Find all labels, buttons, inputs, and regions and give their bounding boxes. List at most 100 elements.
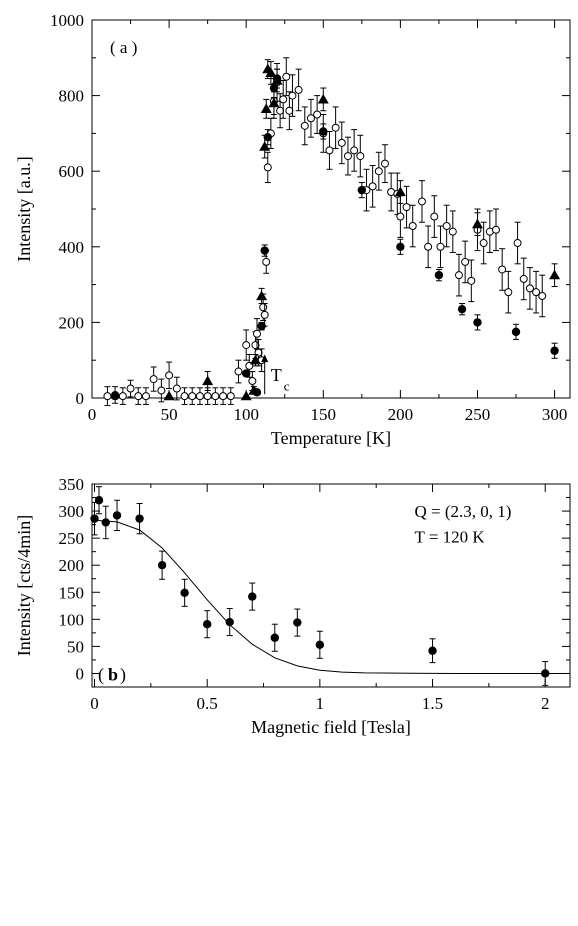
data-point-filled-circle	[293, 618, 302, 627]
data-point-filled-triangle	[202, 375, 214, 386]
data-point-filled-circle	[257, 321, 266, 331]
data-point-open-circle	[252, 329, 261, 338]
y-tick-label: 1000	[50, 11, 84, 30]
data-point-filled-triangle	[256, 290, 268, 301]
x-tick-label: 2	[541, 694, 550, 713]
data-point-open-circle	[313, 110, 322, 119]
data-point-open-circle	[248, 376, 257, 385]
data-point-open-circle	[396, 212, 405, 221]
data-point-open-circle	[306, 114, 315, 123]
data-point-filled-circle	[457, 304, 467, 314]
data-point-open-circle	[226, 392, 235, 401]
y-tick-label: 600	[59, 162, 85, 181]
data-point-filled-circle	[315, 640, 325, 649]
data-point-filled-triangle	[265, 67, 277, 78]
series-open-circle	[103, 57, 547, 407]
data-point-filled-triangle	[268, 97, 280, 108]
data-point-open-circle	[519, 274, 528, 283]
data-point-filled-circle	[396, 242, 405, 251]
data-point-open-circle	[331, 123, 340, 132]
y-tick-label: 50	[67, 637, 84, 656]
data-point-open-circle	[461, 257, 470, 266]
data-point-filled-circle	[110, 391, 120, 401]
data-point-filled-circle	[94, 496, 104, 505]
annotation-t: T = 120 K	[415, 528, 486, 547]
panel-label: ( a )	[110, 38, 137, 57]
data-point-open-circle	[454, 271, 463, 280]
data-point-filled-triangle	[317, 93, 329, 104]
data-point-open-circle	[141, 392, 150, 401]
data-point-open-circle	[525, 284, 534, 293]
data-point-open-circle	[300, 121, 309, 130]
data-point-filled-triangle	[549, 269, 561, 280]
data-point-open-circle	[262, 257, 271, 266]
data-point-open-circle	[259, 303, 268, 312]
data-point-open-circle	[491, 225, 500, 234]
data-point-open-circle	[538, 291, 547, 300]
data-point-open-circle	[134, 392, 143, 401]
data-point-open-circle	[442, 222, 451, 231]
data-point-filled-triangle	[271, 74, 283, 85]
data-point-open-circle	[479, 239, 488, 248]
panel-a: 0 50 100 150 200 250 300 0 200 400 600 800 1000 Tempe…	[14, 11, 571, 448]
data-point-open-circle	[430, 212, 439, 221]
tc-arrow-head	[261, 354, 269, 363]
x-tick-label: 100	[233, 405, 259, 424]
data-point-filled-circle	[260, 246, 269, 255]
plot-frame	[91, 483, 571, 688]
data-point-filled-circle	[428, 646, 437, 655]
y-tick-label: 300	[59, 502, 85, 521]
y-tick-label: 0	[76, 664, 85, 683]
y-tick-label: 250	[59, 529, 85, 548]
data-point-open-circle	[234, 367, 243, 376]
data-point-open-circle	[513, 239, 522, 248]
x-tick-label: 0.5	[197, 694, 218, 713]
data-point-open-circle	[288, 91, 297, 100]
data-point-filled-triangle	[248, 384, 260, 395]
data-point-filled-circle	[550, 346, 559, 355]
data-point-open-circle	[279, 95, 288, 104]
data-point-filled-triangle	[260, 103, 272, 113]
x-tick-label: 50	[161, 405, 178, 424]
data-point-open-circle	[448, 227, 457, 236]
data-point-open-circle	[343, 152, 352, 161]
data-point-open-circle	[402, 203, 411, 212]
series-fit-line	[94, 519, 568, 674]
data-point-open-circle	[188, 392, 197, 401]
x-tick-label: 0	[88, 405, 97, 424]
data-point-filled-circle	[248, 592, 257, 601]
data-point-filled-circle	[241, 369, 251, 378]
y-tick-label: 100	[59, 610, 85, 629]
data-point-open-circle	[172, 384, 181, 393]
panel-label-paren: )	[120, 665, 126, 686]
fit-curve	[94, 519, 568, 674]
data-point-open-circle	[103, 392, 112, 401]
data-point-open-circle	[180, 392, 189, 401]
data-point-filled-circle	[270, 633, 279, 642]
tc-annotation: T	[271, 365, 282, 385]
annotation-q: Q = (2.3, 0, 1)	[415, 502, 512, 521]
y-tick-label: 150	[59, 583, 85, 602]
series-filled-circle	[90, 486, 550, 686]
data-point-open-circle	[467, 276, 476, 285]
data-point-filled-triangle	[259, 141, 271, 151]
data-point-filled-circle	[135, 514, 144, 523]
data-point-filled-circle	[319, 127, 328, 136]
data-point-open-circle	[263, 163, 272, 172]
data-point-filled-circle	[269, 83, 279, 93]
x-tick-label: 0	[90, 694, 99, 713]
data-point-open-circle	[260, 310, 269, 319]
data-point-filled-circle	[101, 518, 110, 527]
data-point-open-circle	[325, 146, 334, 155]
data-point-open-circle	[219, 392, 228, 401]
x-axis-label: Magnetic field [Tesla]	[251, 717, 411, 737]
data-point-open-circle	[251, 341, 260, 350]
data-point-open-circle	[195, 392, 204, 401]
data-point-filled-circle	[225, 617, 234, 627]
data-point-filled-circle	[112, 511, 122, 520]
data-point-open-circle	[294, 85, 303, 94]
data-point-open-circle	[356, 152, 365, 161]
data-point-open-circle	[368, 182, 377, 191]
